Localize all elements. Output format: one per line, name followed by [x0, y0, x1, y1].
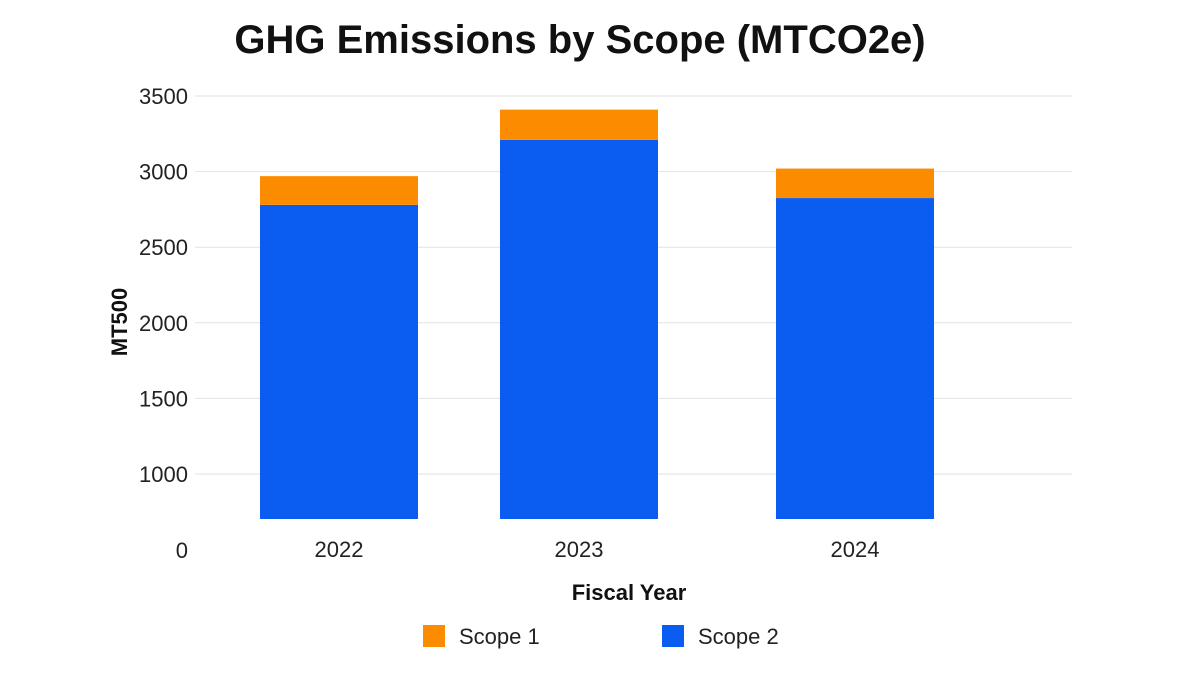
x-tick-label: 2023 [555, 537, 604, 562]
bar-scope-2-2024 [776, 198, 934, 519]
legend: Scope 1 Scope 2 [423, 624, 779, 649]
x-tick-label: 2022 [315, 537, 364, 562]
legend-swatch-scope-2 [662, 625, 684, 647]
y-tick-label: 3500 [139, 84, 188, 109]
x-tick-label: 2024 [831, 537, 880, 562]
bar-scope-1-2022 [260, 176, 418, 205]
chart-title: GHG Emissions by Scope (MTCO2e) [234, 18, 926, 62]
y-tick-label: 3000 [139, 160, 188, 185]
bar-scope-1-2023 [500, 109, 658, 140]
y-tick-label: 1500 [139, 386, 188, 411]
y-tick-label: 0 [176, 538, 188, 563]
legend-swatch-scope-1 [423, 625, 445, 647]
bar-scope-2-2023 [500, 139, 658, 519]
legend-label-scope-1: Scope 1 [459, 624, 540, 649]
x-tick-labels: 2022 2023 2024 [315, 537, 880, 562]
bar-scope-2-2022 [260, 204, 418, 519]
y-tick-label: 1000 [139, 462, 188, 487]
x-axis-title: Fiscal Year [572, 580, 687, 605]
y-tick-label: 2000 [139, 311, 188, 336]
bars [260, 109, 934, 519]
legend-label-scope-2: Scope 2 [698, 624, 779, 649]
y-tick-labels: 0 1000 1500 2000 2500 3000 3500 [139, 84, 188, 563]
y-axis-title: MT500 [107, 288, 132, 356]
bar-scope-1-2024 [776, 168, 934, 199]
y-tick-label: 2500 [139, 235, 188, 260]
